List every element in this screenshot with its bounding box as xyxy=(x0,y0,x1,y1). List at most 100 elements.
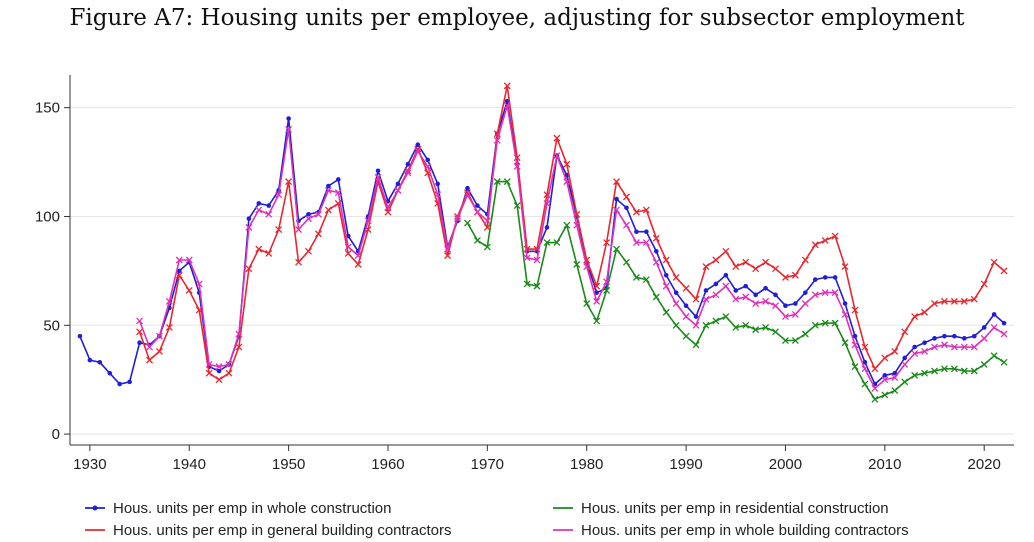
data-point xyxy=(892,370,898,376)
data-point xyxy=(493,136,501,144)
data-point xyxy=(722,313,730,321)
data-point xyxy=(960,297,968,305)
data-point xyxy=(1000,330,1008,338)
data-point xyxy=(435,181,440,187)
data-point xyxy=(594,290,599,295)
data-point xyxy=(931,367,938,375)
legend-item-general-building-contractors: Hous. units per emp in general building … xyxy=(85,522,452,539)
data-point xyxy=(692,321,700,329)
data-point xyxy=(722,247,730,255)
data-point xyxy=(821,236,829,244)
data-point xyxy=(136,317,144,325)
data-point xyxy=(990,258,998,266)
x-tick-label: 1930 xyxy=(73,456,106,473)
data-point xyxy=(425,157,431,163)
data-point xyxy=(921,369,929,377)
series-line-whole-construction xyxy=(79,100,1005,385)
data-point xyxy=(841,339,849,347)
data-point xyxy=(77,333,83,339)
data-point xyxy=(712,256,720,264)
x-tick-label: 2000 xyxy=(769,456,802,473)
data-point xyxy=(623,258,630,266)
data-point xyxy=(205,361,213,368)
data-point xyxy=(653,248,659,254)
data-point xyxy=(683,303,689,309)
data-point xyxy=(305,215,312,223)
data-point xyxy=(215,376,223,384)
data-point xyxy=(981,325,987,330)
x-tick-label: 1950 xyxy=(272,456,305,473)
data-point xyxy=(693,314,699,319)
data-point xyxy=(662,282,670,290)
data-point xyxy=(801,300,809,307)
data-point xyxy=(862,359,868,365)
data-point xyxy=(1000,358,1008,366)
data-point xyxy=(265,250,273,257)
data-point xyxy=(742,293,750,301)
data-point xyxy=(753,292,758,298)
data-point xyxy=(165,297,173,305)
data-point xyxy=(266,203,272,208)
data-point xyxy=(832,275,838,280)
data-point xyxy=(723,272,729,278)
data-point xyxy=(454,215,461,223)
data-point xyxy=(861,380,869,388)
data-point xyxy=(793,301,798,306)
data-point xyxy=(672,321,680,329)
data-point xyxy=(980,334,988,342)
data-point xyxy=(791,337,799,344)
series-line-general-building-contractors xyxy=(138,85,1005,381)
data-point xyxy=(911,313,919,321)
data-point xyxy=(235,330,243,338)
data-point xyxy=(137,340,142,346)
data-point xyxy=(851,341,859,349)
data-point xyxy=(702,295,710,303)
data-point xyxy=(781,337,789,344)
data-point xyxy=(195,280,203,288)
data-point xyxy=(87,357,93,363)
data-point xyxy=(483,217,491,225)
x-tick-label: 1980 xyxy=(570,456,603,473)
data-point xyxy=(742,321,750,329)
legend: Hous. units per emp in whole constructio… xyxy=(85,500,909,539)
legend-item-whole-construction: Hous. units per emp in whole constructio… xyxy=(85,500,391,517)
data-point xyxy=(146,356,153,364)
legend-label: Hous. units per emp in residential const… xyxy=(581,500,889,517)
data-point xyxy=(424,162,432,170)
data-point xyxy=(563,221,571,229)
data-point xyxy=(334,189,342,196)
data-point xyxy=(682,313,690,321)
series-whole-building-contractors xyxy=(136,102,1008,392)
data-point xyxy=(245,223,253,231)
data-point xyxy=(464,219,471,227)
data-point xyxy=(881,376,889,384)
data-point xyxy=(593,297,601,305)
data-point xyxy=(672,300,680,307)
data-point xyxy=(107,370,113,376)
data-point xyxy=(940,341,948,349)
data-point xyxy=(603,239,611,247)
series-line-whole-building-contractors xyxy=(138,104,1005,390)
data-point xyxy=(583,263,591,270)
data-point xyxy=(791,271,799,279)
data-point xyxy=(444,245,452,253)
data-point xyxy=(841,263,849,270)
data-point xyxy=(803,290,808,295)
data-point xyxy=(960,367,968,375)
x-tick-label: 2010 xyxy=(868,456,901,473)
data-point xyxy=(662,308,670,316)
data-point xyxy=(623,221,630,229)
data-point xyxy=(881,354,889,362)
data-point xyxy=(762,324,770,331)
data-point xyxy=(931,300,938,307)
data-point xyxy=(175,271,183,279)
data-point xyxy=(682,284,690,292)
data-point xyxy=(702,321,710,329)
data-point xyxy=(642,276,650,284)
data-point xyxy=(762,297,770,305)
data-point xyxy=(752,300,760,307)
axes: 0 50 100 150 1930 1940 1950 1960 1970 1980 1990 200… xyxy=(35,75,1014,473)
data-point xyxy=(644,229,649,235)
data-point xyxy=(374,173,382,181)
data-point xyxy=(652,293,660,301)
